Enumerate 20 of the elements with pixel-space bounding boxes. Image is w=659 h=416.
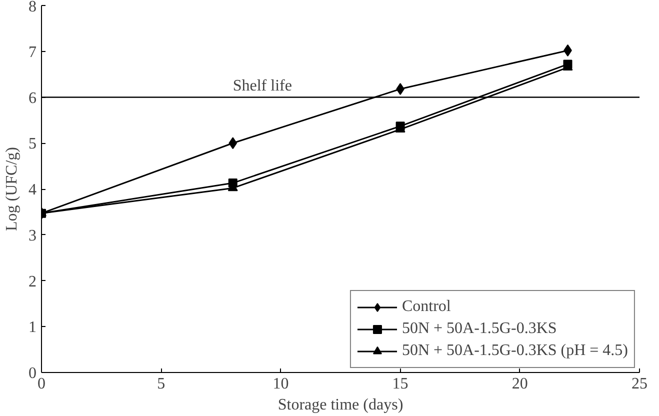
- legend-label: Control: [402, 298, 451, 316]
- y-tick-label: 8: [28, 0, 36, 16]
- x-tick-label: 5: [157, 376, 166, 392]
- y-tick-label: 6: [28, 90, 36, 107]
- y-tick-label: 5: [28, 136, 36, 153]
- y-tick-label: 4: [28, 182, 36, 198]
- x-tick-label: 15: [392, 376, 408, 392]
- y-tick-label: 0: [28, 365, 36, 382]
- x-axis-title: Storage time (days): [278, 396, 404, 414]
- ref-line-label: Shelf life: [232, 77, 292, 94]
- x-tick-label: 10: [272, 376, 289, 392]
- y-tick-label: 2: [28, 273, 36, 290]
- x-tick-label: 25: [632, 376, 648, 392]
- legend-label: 50N + 50A-1.5G-0.3KS (pH = 4.5): [402, 342, 628, 360]
- y-axis-title: Log (UFC/g): [4, 147, 20, 231]
- y-tick-label: 3: [28, 227, 36, 244]
- x-tick-label: 20: [512, 376, 528, 392]
- y-tick-label: 7: [28, 44, 36, 61]
- y-tick-label: 1: [28, 319, 36, 336]
- legend-label: 50N + 50A-1.5G-0.3KS: [402, 320, 557, 338]
